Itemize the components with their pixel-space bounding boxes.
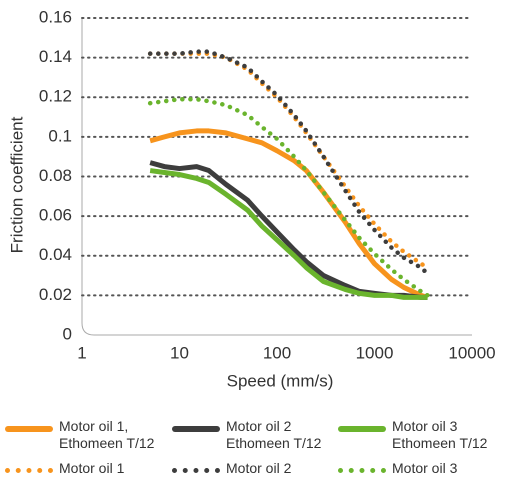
x-tick-label: 1 [77,343,86,362]
y-tick-label: 0.1 [48,126,72,145]
series-line [147,96,430,298]
x-axis-label: Speed (mm/s) [227,371,334,390]
legend-swatch [5,468,53,473]
x-tick-label: 10000 [448,343,495,362]
x-tick-label: 1000 [356,343,394,362]
legend-item: Motor oil 3 [338,460,507,477]
legend-label: Motor oil 2 [226,460,292,476]
legend-swatch [338,426,386,432]
legend-item: Motor oil 2 [172,460,341,477]
legend-swatch [5,426,53,432]
series-line [147,51,430,270]
series-line [149,168,428,300]
x-tick-label: 100 [263,343,291,362]
legend-label: Motor oil 1, Ethomeen T/12 [59,418,155,451]
y-tick-label: 0.14 [39,47,72,66]
legend-swatch [172,468,220,473]
y-tick-label: 0.12 [39,87,72,106]
legend-label: Motor oil 2 Ethomeen T/12 [226,418,322,451]
legend-swatch [172,426,220,432]
axis-line [81,18,472,336]
legend-item: Motor oil 1 [5,460,174,477]
legend-label: Motor oil 3 Ethomeen T/12 [392,418,488,451]
y-tick-label: 0.04 [39,245,72,264]
y-tick-label: 0.16 [39,7,72,26]
y-tick-label: 0.08 [39,166,72,185]
legend-item: Motor oil 2 Ethomeen T/12 [172,418,341,452]
y-axis-label: Friction coefficient [7,116,26,253]
legend-item: Motor oil 3 Ethomeen T/12 [338,418,507,452]
x-tick-label: 10 [170,343,189,362]
y-tick-label: 0 [63,324,72,343]
series-line [149,128,429,300]
legend: Motor oil 1, Ethomeen T/12 Motor oil 2 Et… [0,410,512,490]
legend-label: Motor oil 1 [59,460,125,476]
y-tick-label: 0.02 [39,285,72,304]
series-line [147,49,430,276]
chart: Speed (mm/s) Friction coefficient 0 0.02 0… [7,7,495,390]
y-tick-label: 0.06 [39,206,72,225]
legend-item: Motor oil 1, Ethomeen T/12 [5,418,174,452]
legend-label: Motor oil 3 [392,460,458,476]
legend-swatch [338,468,386,473]
